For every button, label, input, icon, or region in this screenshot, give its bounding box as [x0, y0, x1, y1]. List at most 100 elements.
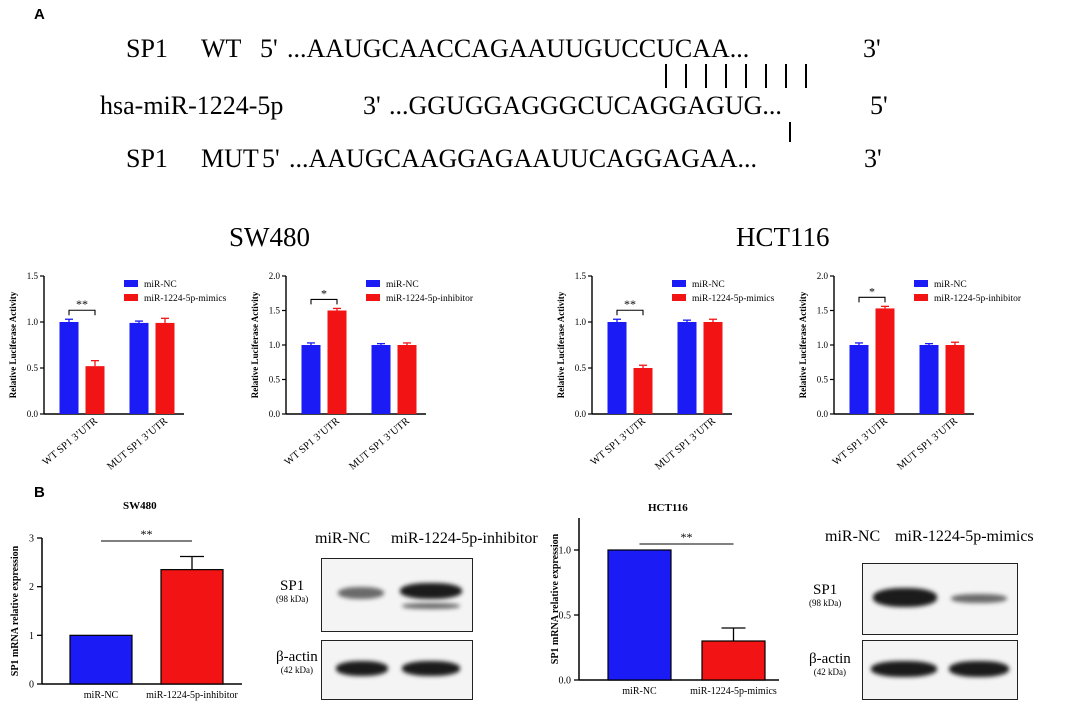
chart-luciferase-sw480-mimics: 0.0 0.5 1.0 1.5 Relative Luciferase Activity…	[8, 271, 227, 473]
bar	[703, 322, 723, 414]
significance-bracket	[310, 298, 338, 305]
x-tick-label: miR-1224-5p-inhibitor	[146, 690, 238, 701]
y-axis-label: SP1 mRNA relative expression	[550, 533, 561, 664]
y-tick-label: 1.5	[575, 271, 587, 281]
blot-hct116-actin-membrane	[862, 640, 1018, 700]
blot-hct116-control-label: β-actin (42 kDa)	[809, 651, 851, 678]
blot-hct116-lane-2: miR-1224-5p-mimics	[895, 528, 1034, 545]
legend-swatch	[124, 294, 138, 301]
blot-hct116-control-kda: (42 kDa)	[813, 667, 847, 677]
legend-label: miR-NC	[934, 280, 967, 290]
bar	[155, 322, 175, 414]
bar	[160, 569, 224, 685]
blot-hct116-protein-label: SP1 (98 kDa)	[809, 583, 842, 609]
legend-swatch	[366, 280, 380, 287]
chart-luciferase-sw480-inhibitor: 0.0 0.5 1.0 1.5 2.0 Relative Luciferase Activ…	[250, 271, 474, 473]
legend-swatch	[914, 280, 928, 287]
blot-sw480-sp1-membrane	[321, 558, 473, 632]
blot-hct116-protein-kda: (98 kDa)	[809, 598, 842, 608]
y-axis-label: SP1 mRNA relative expression	[10, 545, 21, 676]
bar	[919, 345, 939, 414]
y-tick-label: 0.0	[575, 409, 587, 419]
y-tick-label: 0.0	[817, 409, 829, 419]
legend-swatch	[124, 280, 138, 287]
y-tick-label: 0.0	[559, 676, 572, 687]
significance-label: **	[681, 530, 693, 544]
x-tick-label: miR-NC	[84, 690, 119, 701]
y-tick-label: 2.0	[269, 271, 281, 281]
y-tick-label: 1.0	[559, 546, 572, 557]
panel-b-letter: B	[34, 484, 45, 501]
significance-label: **	[141, 527, 153, 541]
y-axis-label: Relative Luciferase Activity	[556, 291, 566, 398]
significance-label: **	[76, 297, 88, 311]
bar	[607, 549, 672, 681]
y-tick-label: 0.5	[817, 375, 829, 385]
bar	[59, 322, 79, 414]
y-tick-label: 1.0	[575, 317, 587, 327]
chart-luciferase-hct116-mimics: 0.0 0.5 1.0 1.5 Relative Luciferase Activity…	[556, 271, 775, 473]
y-tick-label: 2	[29, 582, 34, 593]
mirna-sequence: ...GGUGGAGGGCUCAGGAGUG...	[389, 91, 782, 120]
legend-swatch	[672, 294, 686, 301]
mrna-hct116-title: HCT116	[648, 502, 688, 514]
x-tick-label: MUT SP1 3’UTR	[347, 416, 412, 473]
x-tick-label: MUT SP1 3’UTR	[895, 416, 960, 473]
blot-hct116-control-name: β-actin	[809, 651, 851, 667]
wt-name: SP1	[126, 34, 168, 63]
chart-mrna-sw480: 0 1 2 3 SP1 mRNA relative expression miR-NC mi…	[10, 527, 242, 701]
x-tick-label: WT SP1 3’UTR	[831, 416, 890, 468]
legend-label: miR-1224-5p-mimics	[144, 294, 227, 304]
pairing-marks	[665, 64, 807, 88]
mut-pairing-mark	[789, 122, 791, 142]
y-tick-label: 1.5	[27, 271, 39, 281]
legend-label: miR-NC	[386, 280, 419, 290]
y-tick-label: 1.5	[817, 306, 829, 316]
y-tick-label: 1.0	[269, 340, 281, 350]
legend-label: miR-NC	[692, 280, 725, 290]
significance-bracket	[858, 296, 886, 303]
x-tick-label: WT SP1 3’UTR	[589, 416, 648, 468]
mirna-three: 3'	[363, 91, 381, 120]
mut-type: MUT	[201, 144, 259, 173]
bar	[875, 308, 895, 414]
bar	[327, 310, 347, 414]
mirna-five: 5'	[870, 91, 888, 120]
bar	[129, 322, 149, 414]
legend-label: miR-NC	[144, 280, 177, 290]
y-tick-label: 1	[29, 631, 34, 642]
blot-sw480-control-name: β-actin	[276, 649, 318, 665]
y-tick-label: 0.0	[269, 409, 281, 419]
y-tick-label: 3	[29, 534, 34, 545]
y-tick-label: 0.5	[559, 611, 572, 622]
blot-sw480-lane-1: miR-NC	[315, 530, 371, 547]
blot-sw480-protein-kda: (98 kDa)	[276, 594, 309, 604]
bar	[701, 640, 766, 681]
significance-label: **	[624, 297, 636, 311]
y-tick-label: 0.5	[269, 375, 281, 385]
y-tick-label: 1.0	[27, 317, 39, 327]
wt-type: WT	[201, 34, 242, 63]
x-tick-label: WT SP1 3’UTR	[283, 416, 342, 468]
significance-bracket	[68, 309, 96, 316]
blot-sw480-control-label: β-actin (42 kDa)	[276, 649, 318, 676]
cell-line-sw480: SW480	[229, 222, 310, 252]
significance-label: *	[321, 286, 327, 300]
wt-three: 3'	[863, 34, 881, 63]
wt-sequence: ...AAUGCAACCAGAAUUGUCCUCAA...	[287, 34, 750, 63]
mut-five: 5'	[262, 144, 280, 173]
bar	[301, 345, 321, 414]
legend-swatch	[366, 294, 380, 301]
bar	[945, 345, 965, 414]
bar	[85, 366, 105, 414]
y-tick-label: 1.5	[269, 306, 281, 316]
cell-line-hct116: HCT116	[736, 222, 830, 252]
bar	[397, 345, 417, 414]
legend-swatch	[672, 280, 686, 287]
x-tick-label: miR-1224-5p-mimics	[690, 686, 777, 697]
mut-three: 3'	[864, 144, 882, 173]
mut-name: SP1	[126, 144, 168, 173]
y-tick-label: 0.5	[575, 363, 587, 373]
blot-sw480-lane-2: miR-1224-5p-inhibitor	[391, 530, 538, 547]
